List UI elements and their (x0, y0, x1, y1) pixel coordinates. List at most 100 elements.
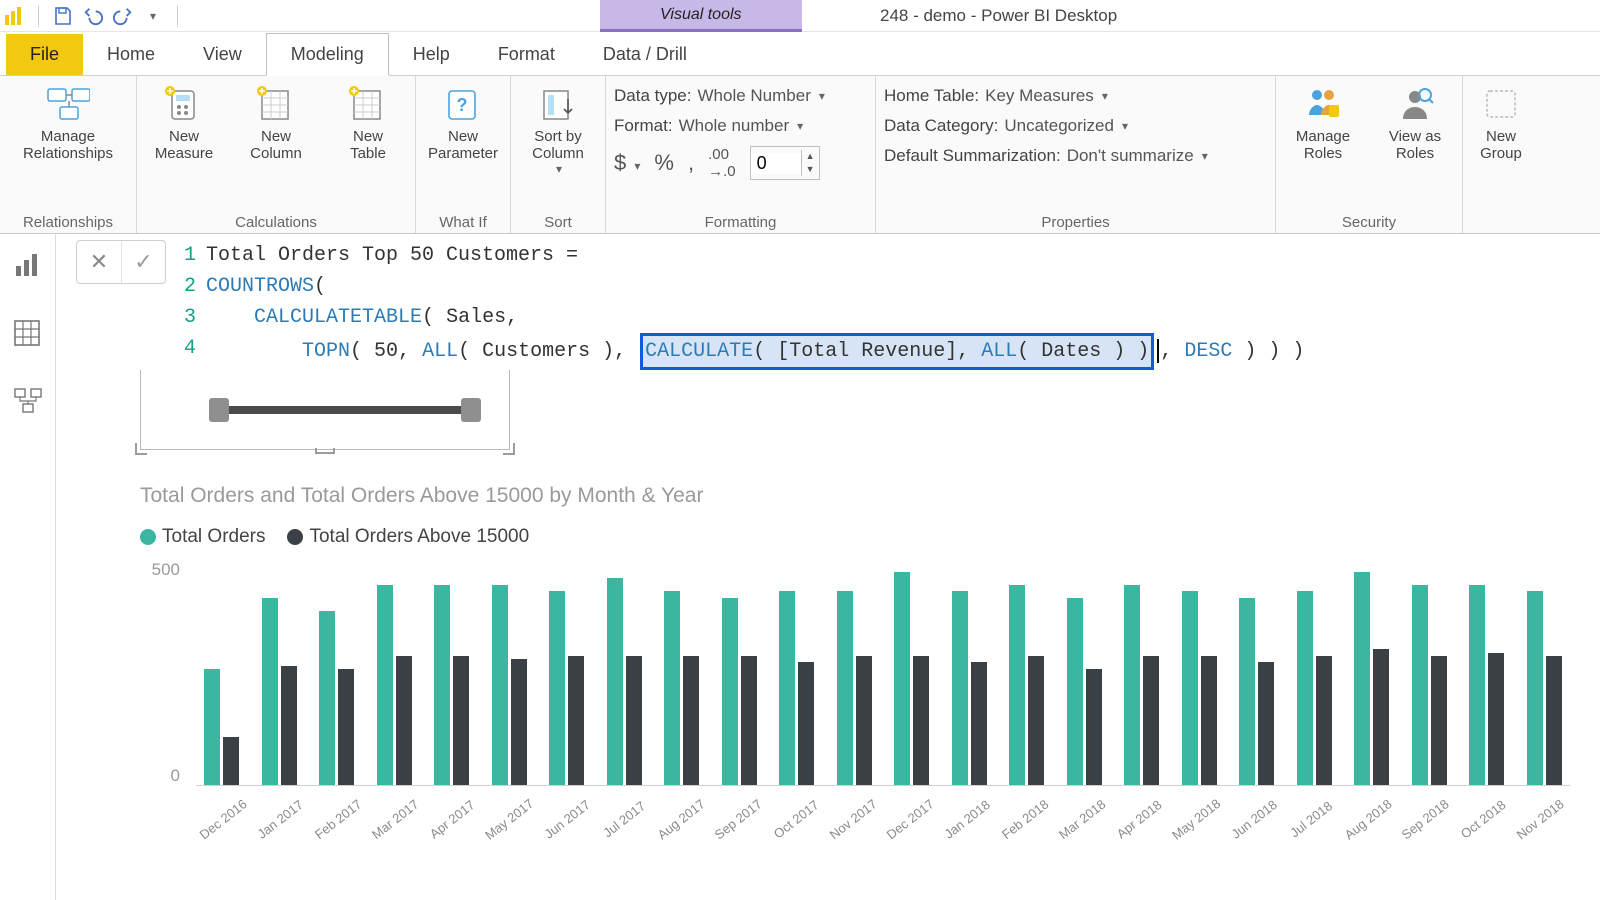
bar-group[interactable] (1174, 591, 1226, 785)
resize-handle[interactable] (503, 443, 515, 455)
manage-roles-button[interactable]: Manage Roles (1284, 82, 1362, 163)
decimals-spinner[interactable]: ▲▼ (750, 146, 820, 180)
cancel-icon[interactable]: ✕ (77, 241, 121, 283)
editor-line[interactable]: 1Total Orders Top 50 Customers = (174, 240, 1590, 271)
label: Sort by Column (532, 128, 584, 163)
tab-data-drill[interactable]: Data / Drill (579, 34, 711, 75)
spin-down-icon[interactable]: ▼ (802, 163, 819, 176)
bar-series-a (1239, 598, 1255, 785)
commit-icon[interactable]: ✓ (121, 241, 165, 283)
bar-group[interactable] (714, 598, 766, 785)
tab-help[interactable]: Help (389, 34, 474, 75)
new-column-button[interactable]: New Column (237, 82, 315, 163)
resize-handle[interactable] (135, 443, 147, 455)
bar-group[interactable] (1001, 585, 1053, 785)
value: Whole number (679, 116, 790, 136)
chart-title: Total Orders and Total Orders Above 1500… (140, 484, 1570, 508)
bar-group[interactable] (311, 611, 363, 785)
x-tick: Oct 2017 (769, 796, 823, 843)
bar-group[interactable] (484, 585, 536, 785)
bar-group[interactable] (1059, 598, 1111, 785)
bar-group[interactable] (829, 591, 881, 785)
report-view-icon[interactable] (14, 252, 42, 280)
format-dropdown[interactable]: Format: Whole number ▾ (614, 116, 825, 136)
save-icon[interactable] (53, 6, 73, 26)
dax-editor[interactable]: 1Total Orders Top 50 Customers = 2COUNTR… (174, 240, 1590, 370)
sort-by-column-button[interactable]: Sort by Column ▾ (519, 82, 597, 176)
editor-line[interactable]: 3 CALCULATETABLE( Sales, (174, 302, 1590, 333)
currency-button[interactable]: $ ▾ (614, 150, 640, 176)
bar-series-b (741, 656, 757, 785)
percent-button[interactable]: % (654, 150, 674, 176)
bar-group[interactable] (196, 669, 248, 785)
datatype-dropdown[interactable]: Data type: Whole Number ▾ (614, 86, 825, 106)
bar-group[interactable] (599, 578, 651, 785)
slider-thumb-right[interactable] (461, 398, 481, 422)
resize-handle[interactable] (315, 448, 335, 454)
bar-group[interactable] (771, 591, 823, 785)
decimals-input[interactable] (751, 153, 801, 174)
ribbon-group-formatting: Data type: Whole Number ▾ Format: Whole … (606, 76, 876, 233)
qat-separator (38, 5, 39, 27)
label: Manage Roles (1296, 128, 1350, 163)
line-number: 1 (174, 240, 196, 271)
qat-separator (177, 5, 178, 27)
contextual-tab-visual-tools[interactable]: Visual tools (600, 0, 802, 32)
ribbon-group-groups: New Group (1463, 76, 1539, 233)
value: Don't summarize (1067, 146, 1194, 166)
tab-modeling[interactable]: Modeling (266, 33, 389, 76)
spin-up-icon[interactable]: ▲ (802, 150, 819, 163)
new-parameter-button[interactable]: ? New Parameter (424, 82, 502, 163)
tab-home[interactable]: Home (83, 34, 179, 75)
data-view-icon[interactable] (14, 320, 42, 348)
summarization-dropdown[interactable]: Default Summarization: Don't summarize▾ (884, 146, 1208, 166)
bar-group[interactable] (254, 598, 306, 785)
label: New Group (1480, 128, 1522, 163)
group-label: Formatting (614, 212, 867, 231)
formula-buttons: ✕ ✓ (76, 240, 166, 284)
bar-group[interactable] (426, 585, 478, 785)
new-group-button[interactable]: New Group (1471, 82, 1531, 163)
new-measure-button[interactable]: New Measure (145, 82, 223, 163)
bar-group[interactable] (886, 572, 938, 785)
bar-group[interactable] (1116, 585, 1168, 785)
label: Data Category: (884, 116, 998, 136)
bar-group[interactable] (1461, 585, 1513, 785)
bar-group[interactable] (1289, 591, 1341, 785)
slider-track[interactable] (211, 406, 479, 414)
bar-group[interactable] (1519, 591, 1571, 785)
view-as-roles-button[interactable]: View as Roles (1376, 82, 1454, 163)
tab-file[interactable]: File (6, 34, 83, 75)
tab-view[interactable]: View (179, 34, 266, 75)
editor-line[interactable]: 2COUNTROWS( (174, 271, 1590, 302)
x-tick: Aug 2017 (654, 796, 708, 843)
bar-series-b (798, 662, 814, 785)
bar-group[interactable] (1404, 585, 1456, 785)
manage-relationships-button[interactable]: Manage Relationships (8, 82, 128, 163)
bar-group[interactable] (541, 591, 593, 785)
bar-group[interactable] (656, 591, 708, 785)
bar-group[interactable] (1231, 598, 1283, 785)
new-table-button[interactable]: New Table (329, 82, 407, 163)
qat-customize-icon[interactable]: ▾ (143, 6, 163, 26)
editor-line[interactable]: 4 TOPN( 50, ALL( Customers ), CALCULATE(… (174, 333, 1590, 370)
data-category-dropdown[interactable]: Data Category: Uncategorized▾ (884, 116, 1208, 136)
bar-group[interactable] (944, 591, 996, 785)
x-tick: Jan 2018 (940, 796, 994, 843)
home-table-dropdown[interactable]: Home Table: Key Measures▾ (884, 86, 1208, 106)
legend-item[interactable]: Total Orders (140, 526, 265, 548)
thousands-button[interactable]: , (688, 150, 694, 176)
slider-thumb-left[interactable] (209, 398, 229, 422)
column-chart-visual[interactable]: Total Orders and Total Orders Above 1500… (140, 484, 1570, 890)
model-view-icon[interactable] (14, 388, 42, 416)
bar-series-a (1009, 585, 1025, 785)
redo-icon[interactable] (113, 6, 133, 26)
tab-format[interactable]: Format (474, 34, 579, 75)
bar-group[interactable] (369, 585, 421, 785)
decimal-icon[interactable]: .00→.0 (708, 146, 736, 180)
bar-series-a (549, 591, 565, 785)
undo-icon[interactable] (83, 6, 103, 26)
bar-group[interactable] (1346, 572, 1398, 785)
line-number: 2 (174, 271, 196, 302)
legend-item[interactable]: Total Orders Above 15000 (287, 526, 529, 548)
